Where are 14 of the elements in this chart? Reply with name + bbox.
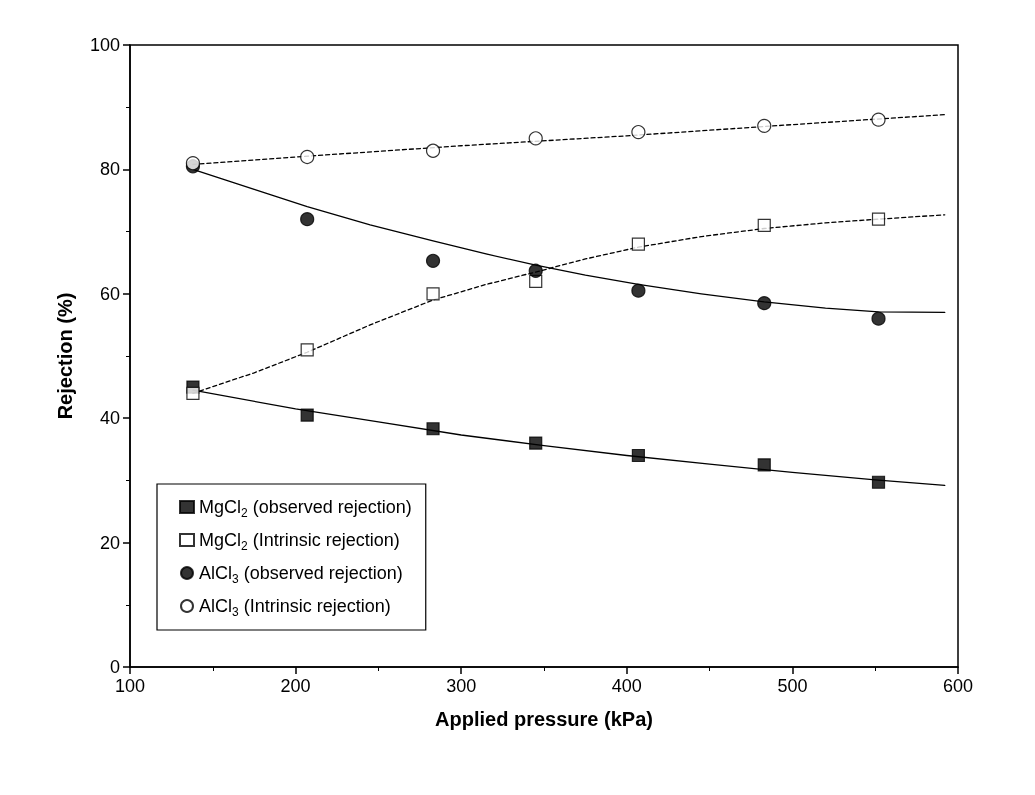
- x-tick-label: 400: [611, 676, 642, 696]
- y-tick-label: 100: [89, 35, 120, 55]
- y-tick-label: 20: [99, 532, 120, 553]
- x-tick-label: 500: [777, 676, 808, 696]
- x-tick-label: 200: [280, 676, 311, 696]
- x-axis-title: Applied pressure (kPa): [435, 708, 653, 730]
- y-axis-title: Rejection (%): [54, 292, 76, 420]
- y-tick-label: 40: [99, 408, 120, 429]
- y-tick-label: 60: [99, 283, 120, 304]
- y-tick-label: 0: [109, 657, 120, 677]
- y-tick-label: 80: [99, 159, 120, 180]
- x-tick-label: 600: [942, 676, 974, 696]
- x-tick-label: 300: [446, 676, 477, 696]
- x-tick-label: 100: [114, 676, 146, 696]
